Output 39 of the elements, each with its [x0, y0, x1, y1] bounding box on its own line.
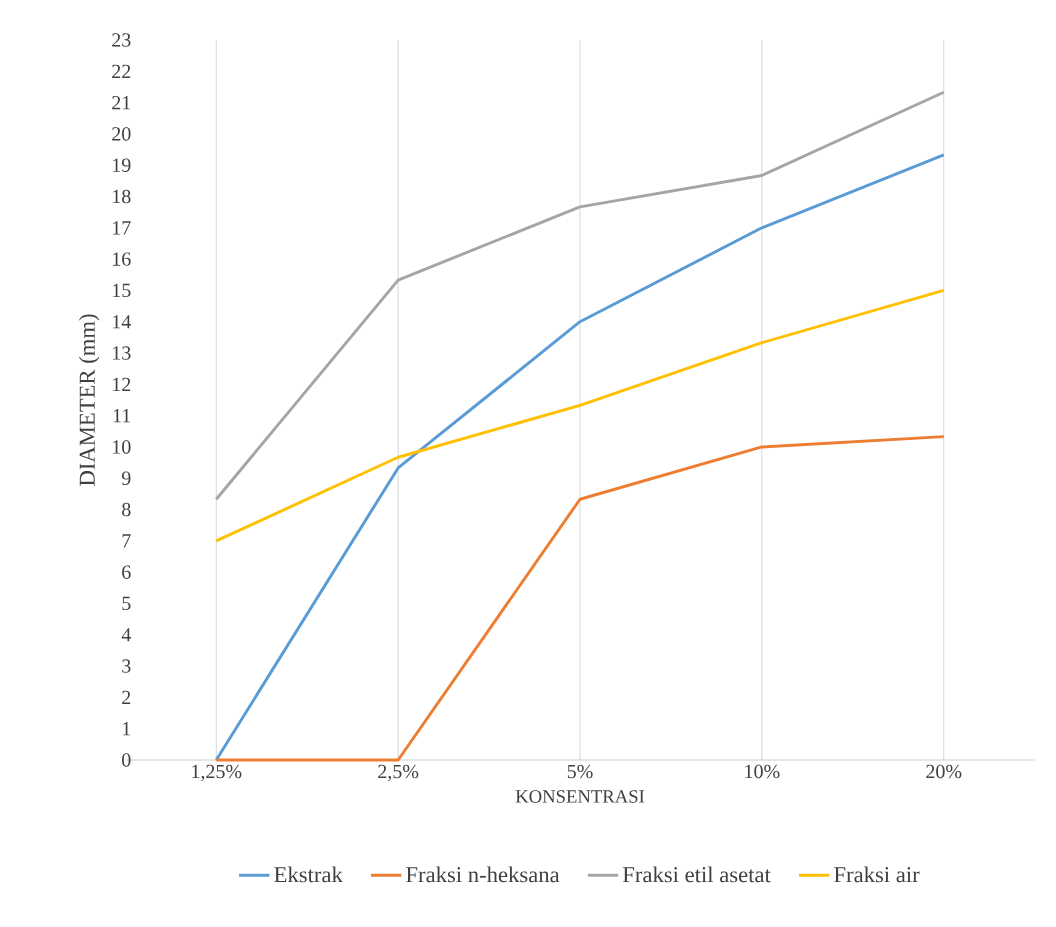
y-tick-label: 3 [122, 659, 131, 673]
x-tick-label: 1,25% [192, 764, 242, 782]
x-tick-label: 20% [926, 764, 962, 779]
y-tick-label: 5 [122, 597, 131, 611]
y-tick-label: 23 [112, 33, 131, 47]
y-tick-label: 6 [122, 565, 131, 580]
y-tick-label: 22 [112, 64, 131, 79]
x-tick-label: 10% [745, 764, 780, 779]
y-tick-label: 8 [122, 502, 131, 517]
y-tick-label: 1 [123, 722, 131, 736]
y-tick-label: 4 [121, 628, 131, 642]
y-tick-label: 19 [113, 158, 131, 173]
y-tick-label: 14 [113, 315, 131, 329]
y-tick-label: 15 [113, 283, 131, 298]
y-tick-label: 2 [122, 690, 131, 705]
legend-label: Fraksi etil asetat [622, 866, 771, 883]
y-tick-label: 13 [113, 346, 131, 360]
y-axis-title: DIAMETER (mm) [78, 314, 100, 487]
y-tick-label: 18 [113, 189, 131, 204]
y-tick-label: 20 [112, 127, 131, 141]
line-series [214, 153, 946, 762]
y-tick-label: 12 [113, 377, 131, 392]
y-tick-label: 10 [113, 440, 131, 454]
y-tick-label: 7 [122, 534, 131, 548]
y-tick-label: 9 [121, 471, 131, 486]
line-series [214, 435, 946, 762]
y-tick-label: 17 [113, 221, 131, 235]
y-tick-label: 16 [113, 252, 131, 266]
y-tick-label: 11 [113, 409, 131, 423]
line-series [214, 90, 946, 501]
legend-label: Fraksi air [834, 866, 920, 883]
x-tick-label: 5% [567, 764, 593, 779]
legend-label: Ekstrak [274, 866, 343, 883]
y-tick-label: 21 [112, 96, 131, 110]
x-axis-title: KONSENTRASI [515, 790, 645, 803]
x-tick-label: 2,5% [378, 764, 419, 782]
line-series [214, 289, 946, 543]
legend-label: Fraksi n-heksana [406, 866, 560, 883]
y-tick-label: 0 [122, 753, 131, 767]
